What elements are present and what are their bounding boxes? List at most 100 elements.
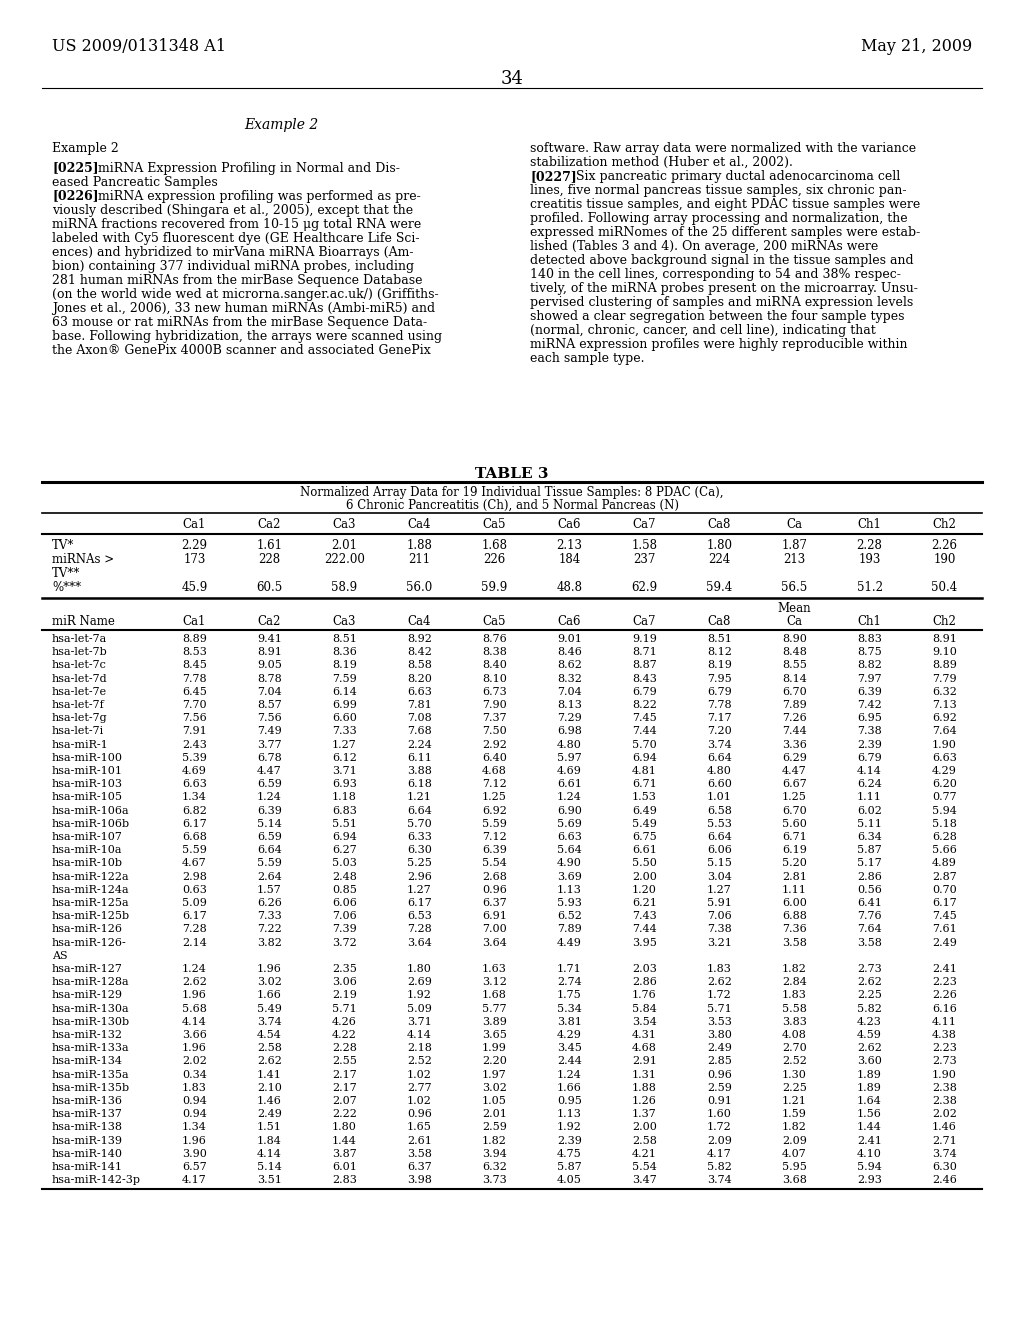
Text: 2.28: 2.28 [332,1043,357,1053]
Text: miRNA expression profiling was performed as pre-: miRNA expression profiling was performed… [86,190,420,202]
Text: 59.4: 59.4 [707,581,732,594]
Text: 6.60: 6.60 [332,713,357,723]
Text: 6.53: 6.53 [408,911,432,921]
Text: 5.25: 5.25 [408,858,432,869]
Text: 6.70: 6.70 [782,686,807,697]
Text: 3.58: 3.58 [857,937,882,948]
Text: 5.77: 5.77 [482,1003,507,1014]
Text: 9.05: 9.05 [257,660,282,671]
Text: 5.11: 5.11 [857,818,882,829]
Text: (normal, chronic, cancer, and cell line), indicating that: (normal, chronic, cancer, and cell line)… [530,323,876,337]
Text: 4.26: 4.26 [332,1016,357,1027]
Text: 1.80: 1.80 [332,1122,357,1133]
Text: 5.54: 5.54 [482,858,507,869]
Text: 6.30: 6.30 [408,845,432,855]
Text: hsa-miR-138: hsa-miR-138 [52,1122,123,1133]
Text: 1.89: 1.89 [857,1069,882,1080]
Text: 7.89: 7.89 [557,924,582,935]
Text: 2.39: 2.39 [557,1135,582,1146]
Text: 1.80: 1.80 [408,964,432,974]
Text: 8.10: 8.10 [482,673,507,684]
Text: 6.92: 6.92 [482,805,507,816]
Text: miRNAs >: miRNAs > [52,553,114,566]
Text: hsa-miR-140: hsa-miR-140 [52,1148,123,1159]
Text: 7.39: 7.39 [332,924,357,935]
Text: Example 2: Example 2 [52,143,119,154]
Text: 0.77: 0.77 [932,792,956,803]
Text: 173: 173 [183,553,206,566]
Text: 5.70: 5.70 [408,818,432,829]
Text: 6.79: 6.79 [857,752,882,763]
Text: 5.69: 5.69 [557,818,582,829]
Text: 7.06: 7.06 [708,911,732,921]
Text: 2.73: 2.73 [857,964,882,974]
Text: 6.45: 6.45 [182,686,207,697]
Text: 4.38: 4.38 [932,1030,957,1040]
Text: 1.57: 1.57 [257,884,282,895]
Text: 7.08: 7.08 [408,713,432,723]
Text: 5.09: 5.09 [408,1003,432,1014]
Text: 0.56: 0.56 [857,884,882,895]
Text: 7.22: 7.22 [257,924,282,935]
Text: 5.97: 5.97 [557,752,582,763]
Text: 2.71: 2.71 [932,1135,956,1146]
Text: 7.76: 7.76 [857,911,882,921]
Text: 0.94: 0.94 [182,1109,207,1119]
Text: 6.21: 6.21 [632,898,657,908]
Text: 5.20: 5.20 [782,858,807,869]
Text: 3.83: 3.83 [782,1016,807,1027]
Text: hsa-miR-122a: hsa-miR-122a [52,871,130,882]
Text: 5.03: 5.03 [332,858,357,869]
Text: 8.46: 8.46 [557,647,582,657]
Text: 3.64: 3.64 [408,937,432,948]
Text: 1.61: 1.61 [256,539,283,552]
Text: 7.44: 7.44 [632,924,656,935]
Text: 7.04: 7.04 [257,686,282,697]
Text: 2.91: 2.91 [632,1056,657,1067]
Text: 6.60: 6.60 [707,779,732,789]
Text: 4.69: 4.69 [182,766,207,776]
Text: 6.06: 6.06 [707,845,732,855]
Text: 1.24: 1.24 [257,792,282,803]
Text: 4.17: 4.17 [708,1148,732,1159]
Text: 6.19: 6.19 [782,845,807,855]
Text: 3.60: 3.60 [857,1056,882,1067]
Text: hsa-miR-126-: hsa-miR-126- [52,937,127,948]
Text: hsa-miR-106b: hsa-miR-106b [52,818,130,829]
Text: hsa-let-7d: hsa-let-7d [52,673,108,684]
Text: base. Following hybridization, the arrays were scanned using: base. Following hybridization, the array… [52,330,442,343]
Text: 6.20: 6.20 [932,779,957,789]
Text: 1.24: 1.24 [557,792,582,803]
Text: 4.90: 4.90 [557,858,582,869]
Text: 224: 224 [709,553,731,566]
Text: 6.59: 6.59 [257,779,282,789]
Text: detected above background signal in the tissue samples and: detected above background signal in the … [530,253,913,267]
Text: 2.26: 2.26 [932,539,957,552]
Text: Ch1: Ch1 [857,517,882,531]
Text: 8.22: 8.22 [632,700,657,710]
Text: 5.50: 5.50 [632,858,657,869]
Text: 6.91: 6.91 [482,911,507,921]
Text: 1.41: 1.41 [257,1069,282,1080]
Text: TV**: TV** [52,568,80,579]
Text: 1.66: 1.66 [557,1082,582,1093]
Text: 6.88: 6.88 [782,911,807,921]
Text: 5.87: 5.87 [857,845,882,855]
Text: 1.71: 1.71 [557,964,582,974]
Text: 1.92: 1.92 [557,1122,582,1133]
Text: 2.02: 2.02 [182,1056,207,1067]
Text: 56.5: 56.5 [781,581,808,594]
Text: 1.96: 1.96 [182,1135,207,1146]
Text: 2.25: 2.25 [857,990,882,1001]
Text: 281 human miRNAs from the mirBase Sequence Database: 281 human miRNAs from the mirBase Sequen… [52,273,423,286]
Text: 4.47: 4.47 [257,766,282,776]
Text: 5.49: 5.49 [257,1003,282,1014]
Text: 4.67: 4.67 [182,858,207,869]
Text: Ca3: Ca3 [333,615,356,628]
Text: 6.75: 6.75 [632,832,656,842]
Text: hsa-miR-137: hsa-miR-137 [52,1109,123,1119]
Text: 8.76: 8.76 [482,634,507,644]
Text: 7.33: 7.33 [257,911,282,921]
Text: 4.49: 4.49 [557,937,582,948]
Text: hsa-miR-105: hsa-miR-105 [52,792,123,803]
